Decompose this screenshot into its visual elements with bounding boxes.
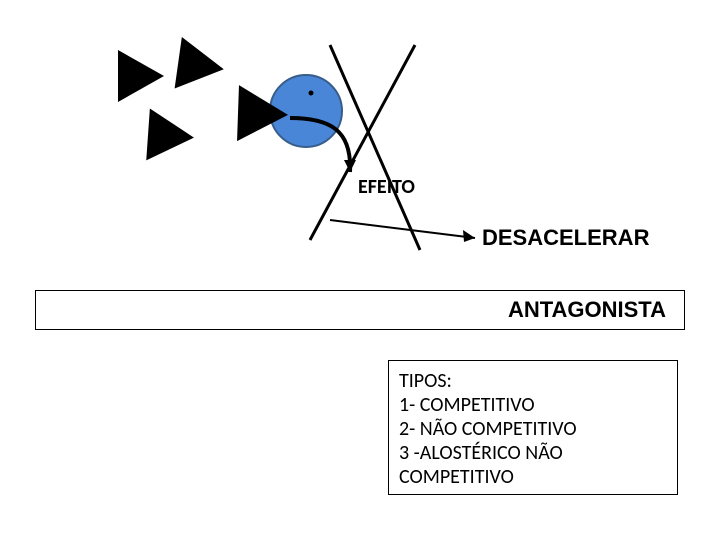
- cross-line-2: [330, 45, 420, 250]
- effect-curve-arrowhead: [344, 160, 356, 172]
- tipo-1: 1- COMPETITIVO: [399, 393, 667, 417]
- efeito-label: EFEITO: [358, 175, 415, 199]
- desacelerar-arrow-line: [330, 220, 475, 238]
- desacelerar-label: DESACELERAR: [482, 225, 649, 251]
- desacelerar-arrow-head: [463, 230, 475, 242]
- tipos-box: TIPOS: 1- COMPETITIVO 2- NÃO COMPETITIVO…: [388, 360, 678, 495]
- tipos-title: TIPOS:: [399, 369, 667, 393]
- antagonista-box: ANTAGONISTA: [35, 290, 685, 330]
- tipo-3: 3 -ALOSTÉRICO NÃO COMPETITIVO: [399, 441, 667, 489]
- tipo-2: 2- NÃO COMPETITIVO: [399, 417, 667, 441]
- cross-line-1: [310, 45, 415, 240]
- ligand-triangle-4: [237, 85, 289, 143]
- ligand-triangle-3: [146, 108, 196, 163]
- effect-curve: [290, 118, 350, 172]
- ligand-triangle-2: [175, 37, 228, 95]
- ligand-triangle-1: [118, 50, 164, 102]
- antagonista-label: ANTAGONISTA: [508, 297, 666, 323]
- receptor-dot: [309, 91, 314, 96]
- diagram-stage: EFEITO DESACELERAR ANTAGONISTA TIPOS: 1-…: [0, 0, 720, 540]
